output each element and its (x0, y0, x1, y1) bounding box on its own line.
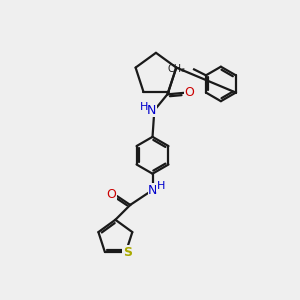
Text: N: N (148, 184, 157, 196)
Text: N: N (147, 104, 156, 117)
Text: H: H (157, 182, 165, 191)
Text: O: O (184, 86, 194, 99)
Text: O: O (106, 188, 116, 201)
Text: H: H (140, 102, 148, 112)
Text: S: S (123, 245, 132, 259)
Text: CH₃: CH₃ (167, 64, 185, 74)
